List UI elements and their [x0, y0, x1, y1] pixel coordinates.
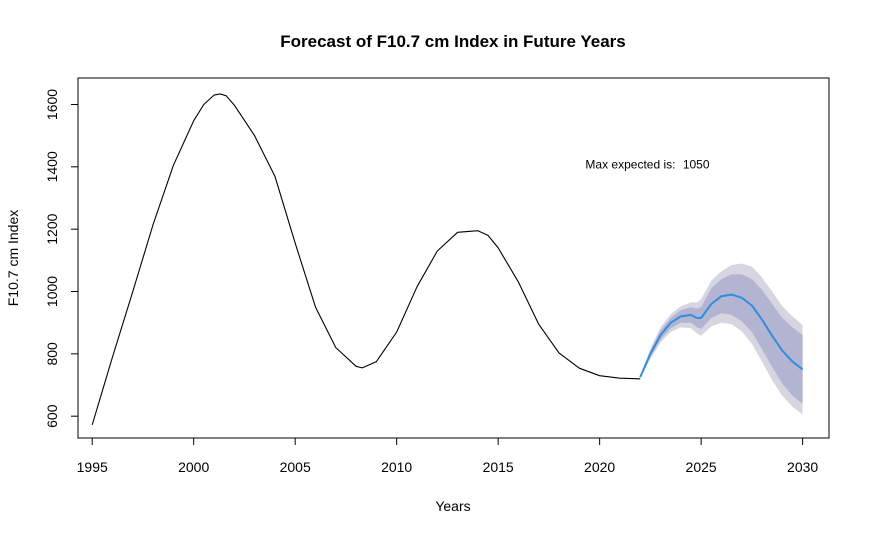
y-tick-label: 1400 — [44, 151, 60, 182]
y-axis-label: F10.7 cm Index — [5, 210, 21, 307]
x-tick-label: 1995 — [77, 459, 108, 475]
y-tick-label: 1200 — [44, 213, 60, 244]
confidence-bands — [640, 264, 802, 415]
x-tick-label: 2025 — [686, 459, 717, 475]
x-tick-label: 2010 — [381, 459, 412, 475]
x-tick-label: 2030 — [787, 459, 818, 475]
history-line — [92, 94, 640, 425]
x-tick-label: 2005 — [280, 459, 311, 475]
x-tick-label: 2015 — [483, 459, 514, 475]
x-tick-label: 2000 — [178, 459, 209, 475]
series-lines — [92, 94, 802, 425]
max-expected-annotation: Max expected is: 1050 — [585, 157, 709, 171]
y-axis: 600 800 1000 1200 1400 1600 — [44, 89, 78, 428]
y-tick-label: 1000 — [44, 276, 60, 307]
x-axis: 1995 2000 2005 2010 2015 2020 2025 2030 — [77, 438, 819, 475]
x-axis-label: Years — [435, 498, 470, 514]
annotation-text: Max expected is: — [585, 157, 675, 171]
plot-area-frame — [78, 78, 829, 438]
x-tick-label: 2020 — [584, 459, 615, 475]
annotation-value: 1050 — [683, 157, 710, 171]
y-tick-label: 600 — [44, 404, 60, 428]
chart-title: Forecast of F10.7 cm Index in Future Yea… — [280, 32, 625, 51]
y-tick-label: 800 — [44, 342, 60, 366]
y-tick-label: 1600 — [44, 89, 60, 120]
